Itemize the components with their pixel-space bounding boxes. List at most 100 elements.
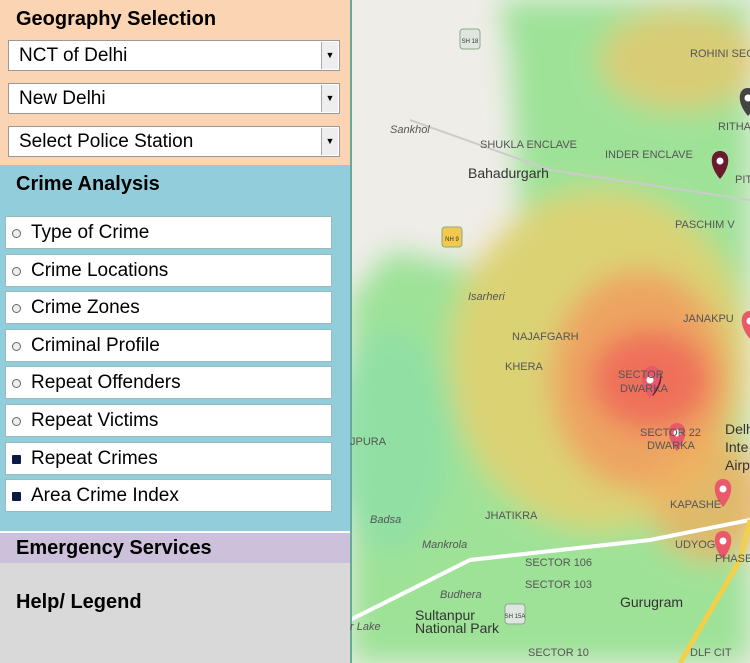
- road-shield: NH 9: [441, 226, 463, 248]
- map-label: SECTOR 103: [525, 579, 592, 591]
- map-label: Sankhol: [390, 124, 430, 136]
- heatmap: [350, 0, 750, 663]
- map-label: NAJAFGARH: [512, 331, 579, 343]
- map-label: SECTOR: [618, 369, 664, 381]
- option-label: Repeat Offenders: [31, 372, 181, 394]
- map-pin[interactable]: [714, 531, 732, 559]
- option-icon[interactable]: [12, 492, 21, 502]
- dropdown-arrow[interactable]: ▼: [321, 128, 338, 155]
- map-label: Delh: [725, 421, 750, 437]
- shield-box: [504, 603, 526, 625]
- map-label: DLF CIT: [690, 647, 732, 659]
- road-shield: SH 18: [459, 28, 481, 50]
- help-section[interactable]: Help/ Legend: [0, 563, 350, 663]
- crime-analysis-section: Crime Analysis Type of Crime Crime Locati…: [0, 165, 350, 531]
- map-pin[interactable]: [714, 479, 732, 507]
- dropdown[interactable]: New Delhi ▼: [8, 83, 340, 114]
- map-label: SHUKLA ENCLAVE: [480, 139, 577, 151]
- map-label: Airp: [725, 457, 750, 473]
- option-label: Repeat Victims: [31, 410, 159, 431]
- option-label: Criminal Profile: [31, 334, 160, 356]
- map-label: r Lake: [350, 621, 381, 633]
- dropdown[interactable]: NCT of Delhi ▼: [8, 40, 340, 71]
- option[interactable]: Crime Locations: [5, 253, 332, 287]
- shield-box: [459, 28, 481, 50]
- dropdown-arrow[interactable]: ▼: [321, 85, 338, 112]
- map-label: JANAKPU: [683, 313, 734, 325]
- map-label: SECTOR 10: [528, 647, 589, 659]
- geography-section: Geography Selection NCT of Delhi ▼ New Del…: [0, 0, 350, 165]
- option-icon[interactable]: [12, 266, 21, 276]
- map-label: Inte: [725, 439, 749, 455]
- option[interactable]: Area Crime Index: [5, 479, 332, 513]
- side-panel: Geography Selection NCT of Delhi ▼ New Del…: [0, 0, 350, 663]
- map-label: ROHINI SEC: [690, 48, 750, 60]
- map-pin[interactable]: [641, 370, 659, 398]
- option-icon[interactable]: [12, 229, 21, 238]
- pin-dot: [719, 485, 727, 493]
- map-pin[interactable]: [741, 311, 750, 339]
- map-label: National Park: [415, 620, 500, 636]
- map-label: Sultanpur: [415, 607, 475, 623]
- map-label: KHERA: [505, 361, 544, 373]
- option-icon[interactable]: [12, 341, 21, 351]
- map-label: Bahadurgarh: [468, 165, 549, 181]
- emergency-section[interactable]: Emergency Services: [0, 533, 350, 563]
- map-label: Mankrola: [422, 539, 467, 551]
- divider: [350, 0, 352, 663]
- map-label: SECTOR 106: [525, 557, 592, 569]
- map-label: INDER ENCLAVE: [605, 149, 693, 161]
- shield-label: NH 9: [445, 237, 459, 243]
- option-label: Crime Locations: [31, 259, 169, 281]
- section-title: Help/ Legend: [16, 591, 142, 613]
- option-label: Crime Zones: [31, 297, 140, 319]
- option[interactable]: Repeat Crimes: [5, 441, 332, 475]
- map-label: PASCHIM V: [675, 219, 735, 231]
- option-icon[interactable]: [12, 379, 21, 389]
- dropdown-value: Select Police Station: [19, 131, 194, 152]
- map-pin[interactable]: [668, 423, 686, 451]
- map-label: JPURA: [350, 436, 387, 448]
- dropdown-arrow[interactable]: ▼: [321, 42, 338, 69]
- map[interactable]: Sankhol SHUKLA ENCLAVE INDER ENCLAVE Bahadu…: [350, 0, 750, 663]
- shield-box: [441, 226, 463, 248]
- pin-dot: [719, 537, 727, 545]
- option-label: Repeat Crimes: [31, 447, 158, 469]
- map-label: PHASE-5: [715, 553, 750, 565]
- map-label: JHATIKRA: [485, 510, 538, 522]
- map-label: Budhera: [440, 589, 482, 601]
- map-label: UDYOG: [675, 539, 715, 551]
- dropdown[interactable]: Select Police Station ▼: [8, 126, 340, 157]
- option[interactable]: Repeat Victims: [5, 404, 332, 437]
- map-label: Isarheri: [468, 291, 505, 303]
- option[interactable]: Repeat Offenders: [5, 366, 332, 400]
- dropdown-value: NCT of Delhi: [19, 45, 128, 66]
- map-label: SECTOR 22: [640, 427, 701, 439]
- map-pin[interactable]: [711, 151, 729, 179]
- pin-dot: [744, 94, 750, 102]
- shield-label: SH 18: [462, 39, 479, 45]
- map-label: RITHA: [718, 121, 750, 133]
- map-label: PIT: [735, 174, 750, 186]
- map-label: Badsa: [370, 514, 401, 526]
- option-icon[interactable]: [12, 417, 21, 426]
- map-label: KAPASHE: [670, 499, 721, 511]
- dropdown-value: New Delhi: [19, 88, 106, 109]
- option-icon[interactable]: [12, 304, 21, 314]
- section-title: Geography Selection: [16, 8, 217, 30]
- option[interactable]: Crime Zones: [5, 291, 332, 325]
- road-shield: SH 15A: [504, 603, 526, 625]
- option-icon[interactable]: [12, 454, 21, 464]
- option[interactable]: Criminal Profile: [5, 328, 332, 362]
- pin-dot: [716, 157, 724, 165]
- section-title: Crime Analysis: [16, 173, 160, 195]
- pin-dot: [746, 317, 750, 325]
- shield-label: SH 15A: [505, 614, 526, 620]
- map-label: Gurugram: [620, 594, 683, 610]
- map-label: DWARKA: [620, 383, 669, 395]
- option-label: Area Crime Index: [31, 485, 179, 507]
- option[interactable]: Type of Crime: [5, 216, 332, 249]
- pin-dot: [673, 429, 681, 437]
- option-label: Type of Crime: [31, 222, 150, 243]
